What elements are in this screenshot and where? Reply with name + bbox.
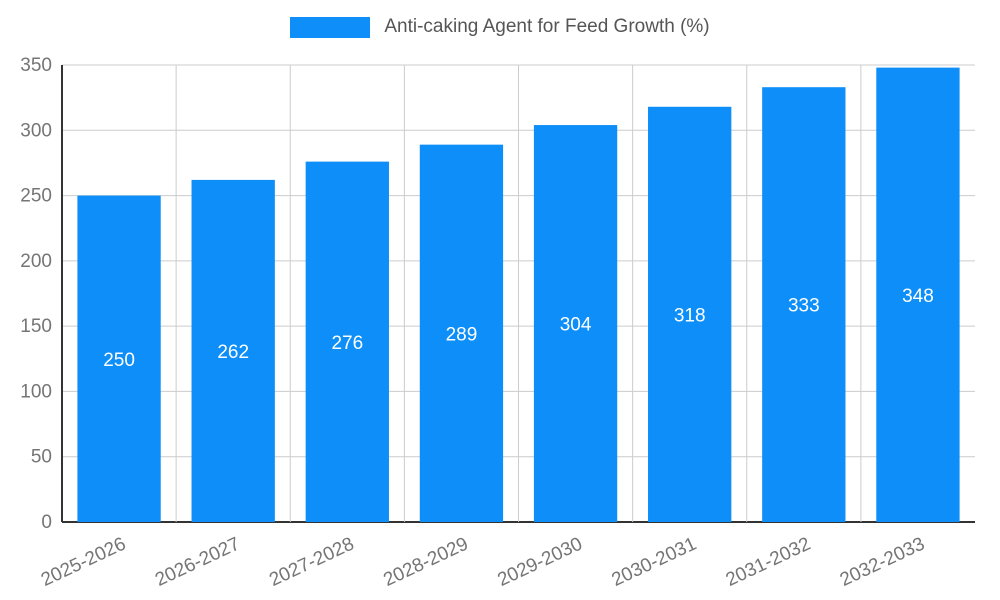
y-tick-label: 200 xyxy=(20,251,52,272)
x-tick-label: 2029-2030 xyxy=(494,533,585,590)
y-tick-label: 300 xyxy=(20,120,52,141)
bar-value-label: 276 xyxy=(331,333,363,354)
bar-value-label: 318 xyxy=(674,305,706,326)
x-tick-label: 2025-2026 xyxy=(38,533,129,590)
bar-value-label: 333 xyxy=(788,296,820,317)
bar-value-label: 348 xyxy=(902,286,934,307)
x-tick-label: 2027-2028 xyxy=(266,533,357,590)
bar-value-label: 250 xyxy=(103,350,135,371)
bar xyxy=(533,125,618,522)
bar xyxy=(648,106,732,522)
bar xyxy=(876,67,960,523)
x-tick-label: 2032-2033 xyxy=(837,533,928,590)
y-tick-label: 150 xyxy=(20,316,52,337)
x-tick-label: 2030-2031 xyxy=(609,533,700,590)
x-tick-label: 2026-2027 xyxy=(152,533,243,590)
bar xyxy=(305,161,389,522)
bar-value-label: 262 xyxy=(217,342,249,363)
bar-value-label: 289 xyxy=(446,324,478,345)
bar xyxy=(77,195,161,523)
x-tick-label: 2031-2032 xyxy=(723,533,814,590)
y-tick-label: 250 xyxy=(20,186,52,207)
y-tick-label: 350 xyxy=(20,55,52,76)
bar-value-label: 304 xyxy=(560,315,592,336)
bar xyxy=(762,87,846,522)
y-tick-label: 0 xyxy=(41,512,52,533)
bar xyxy=(191,179,275,522)
x-tick-label: 2028-2029 xyxy=(380,533,471,590)
bar xyxy=(419,144,504,523)
y-tick-label: 50 xyxy=(31,447,52,468)
y-tick-label: 100 xyxy=(20,381,52,402)
